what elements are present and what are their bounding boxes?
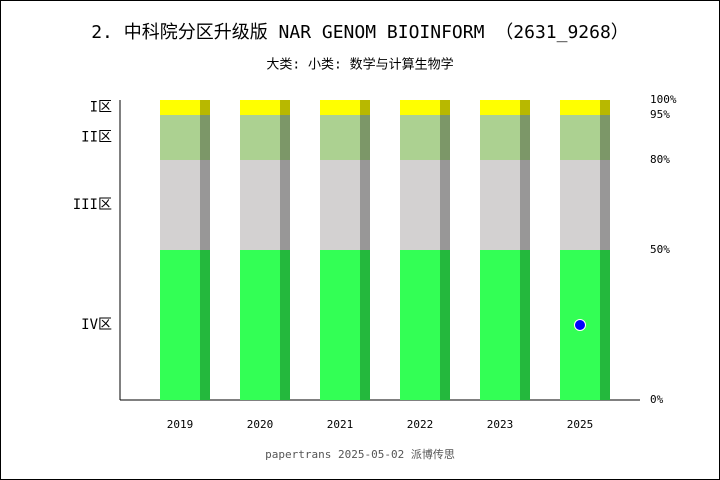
- bar-segment: [320, 250, 370, 400]
- x-tick-label: 2023: [487, 418, 514, 431]
- bar-shade: [360, 115, 370, 160]
- bar-shade: [280, 100, 290, 115]
- bar-shade: [360, 250, 370, 400]
- bar-segment: [400, 100, 450, 115]
- bar-shade: [520, 250, 530, 400]
- bar-segment: [400, 160, 450, 250]
- footer: papertrans 2025-05-02 派博传思: [265, 448, 455, 461]
- y-tick-label: 50%: [650, 243, 670, 256]
- bar-segment: [240, 100, 290, 115]
- chart-subtitle: 大类: 小类: 数学与计算生物学: [266, 57, 453, 73]
- zone-label: III区: [73, 197, 112, 213]
- y-tick-label: 80%: [650, 153, 670, 166]
- x-tick-label: 2025: [567, 418, 594, 431]
- y-tick-label: 0%: [650, 393, 664, 406]
- bar-shade: [280, 250, 290, 400]
- x-tick-label: 2022: [407, 418, 434, 431]
- bar-shade: [520, 115, 530, 160]
- bar-segment: [160, 100, 210, 115]
- x-tick-label: 2021: [327, 418, 354, 431]
- zone-label: I区: [90, 100, 112, 116]
- x-tick-label: 2020: [247, 418, 274, 431]
- bar-shade: [360, 160, 370, 250]
- bar-segment: [160, 115, 210, 160]
- bar-shade: [280, 160, 290, 250]
- bar-segment: [560, 100, 610, 115]
- bar-shade: [600, 100, 610, 115]
- bar-shade: [200, 100, 210, 115]
- bar-segment: [480, 160, 530, 250]
- chart-title: 2. 中科院分区升级版 NAR GENOM BIOINFORM （2631_92…: [91, 22, 629, 43]
- bar-shade: [200, 250, 210, 400]
- bar-shade: [600, 160, 610, 250]
- x-tick-label: 2019: [167, 418, 194, 431]
- bar-segment: [480, 115, 530, 160]
- marker-dot: [574, 319, 586, 331]
- bar-shade: [440, 160, 450, 250]
- bar-shade: [520, 100, 530, 115]
- y-tick-label: 95%: [650, 108, 670, 121]
- bar-shade: [200, 115, 210, 160]
- y-tick-label: 100%: [650, 93, 677, 106]
- bar-segment: [320, 100, 370, 115]
- bar-segment: [560, 160, 610, 250]
- bar-segment: [320, 160, 370, 250]
- bar-segment: [160, 160, 210, 250]
- bar-segment: [480, 250, 530, 400]
- bar-segment: [480, 100, 530, 115]
- bar-segment: [240, 250, 290, 400]
- zone-label: II区: [81, 130, 112, 146]
- bar-shade: [440, 100, 450, 115]
- bar-segment: [400, 115, 450, 160]
- bar-shade: [280, 115, 290, 160]
- bar-shade: [440, 115, 450, 160]
- bar-shade: [440, 250, 450, 400]
- bar-segment: [320, 115, 370, 160]
- bar-shade: [600, 115, 610, 160]
- bar-shade: [360, 100, 370, 115]
- bar-segment: [400, 250, 450, 400]
- bar-shade: [200, 160, 210, 250]
- bar-shade: [600, 250, 610, 400]
- bar-segment: [240, 115, 290, 160]
- bar-shade: [520, 160, 530, 250]
- bar-segment: [240, 160, 290, 250]
- bar-segment: [160, 250, 210, 400]
- zone-label: IV区: [81, 317, 112, 333]
- bar-segment: [560, 115, 610, 160]
